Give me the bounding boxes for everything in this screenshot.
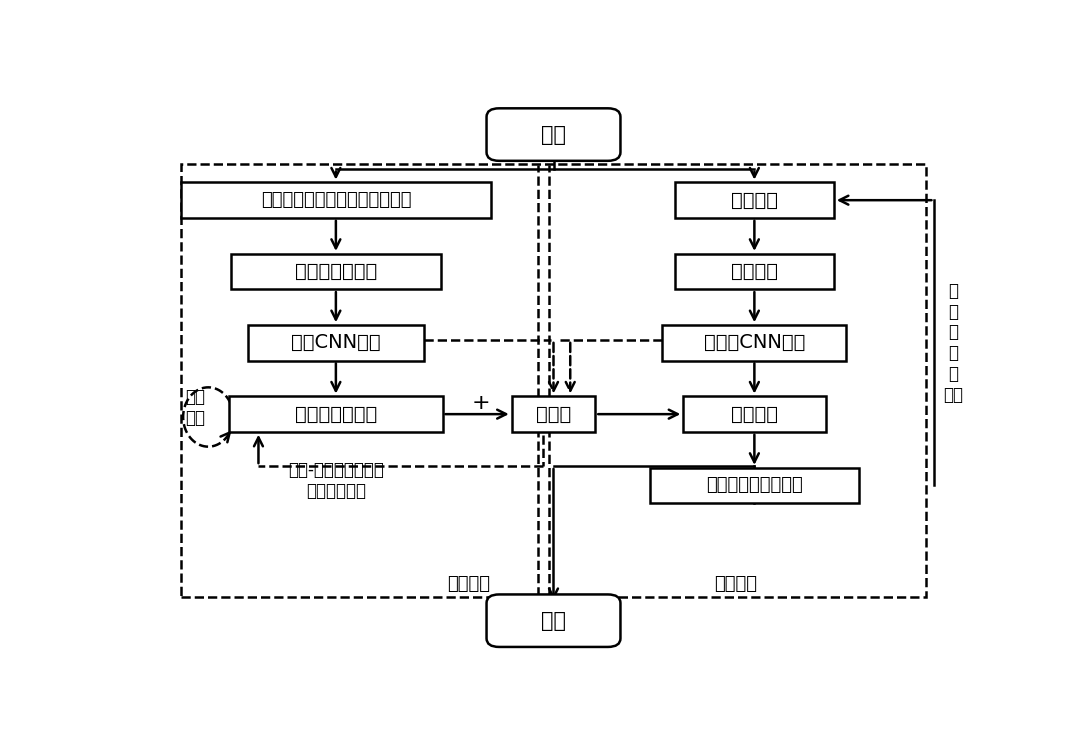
Text: 数据采样: 数据采样 [731, 262, 778, 281]
Text: 训练模型并保存: 训练模型并保存 [295, 405, 377, 424]
Text: 构建CNN网络: 构建CNN网络 [292, 333, 380, 352]
FancyBboxPatch shape [248, 325, 423, 361]
Text: 参数
更新: 参数 更新 [186, 388, 205, 427]
FancyBboxPatch shape [512, 396, 595, 432]
FancyBboxPatch shape [662, 325, 847, 361]
Text: 结束: 结束 [541, 611, 566, 631]
Text: 定时-加入新数据样本
重新训练模型: 定时-加入新数据样本 重新训练模型 [288, 461, 383, 499]
Text: 开始: 开始 [541, 124, 566, 144]
FancyBboxPatch shape [650, 468, 859, 503]
Text: 离线模型: 离线模型 [447, 575, 489, 594]
Text: 正则项: 正则项 [536, 405, 571, 424]
FancyBboxPatch shape [684, 396, 825, 432]
Text: 实际系统: 实际系统 [731, 190, 778, 210]
FancyBboxPatch shape [231, 254, 441, 289]
FancyBboxPatch shape [486, 108, 620, 161]
FancyBboxPatch shape [675, 182, 834, 218]
FancyBboxPatch shape [486, 594, 620, 647]
Text: 输出振荡源机组编号: 输出振荡源机组编号 [706, 476, 802, 494]
Text: +: + [471, 393, 490, 413]
Text: 初始化CNN模型: 初始化CNN模型 [704, 333, 805, 352]
Text: 迁移模型: 迁移模型 [731, 405, 778, 424]
FancyBboxPatch shape [229, 396, 443, 432]
Text: 根据实际系统搞建仿真训练系统: 根据实际系统搞建仿真训练系统 [260, 191, 411, 209]
FancyBboxPatch shape [181, 182, 490, 218]
FancyBboxPatch shape [675, 254, 834, 289]
Text: 在线应用: 在线应用 [715, 575, 757, 594]
Text: 确
认
振
荡
源
设备: 确 认 振 荡 源 设备 [943, 282, 962, 404]
Text: 数据采样与标注: 数据采样与标注 [295, 262, 377, 281]
